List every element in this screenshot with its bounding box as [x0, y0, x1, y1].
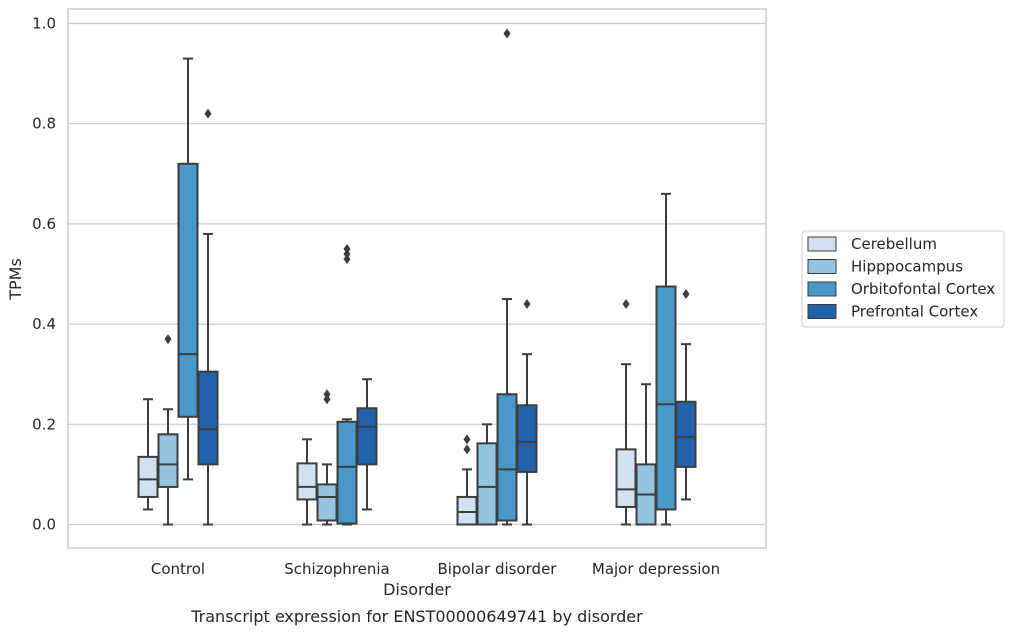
x-tick-label: Bipolar disorder — [438, 560, 558, 578]
box-orbitofontal-cortex-1 — [336, 243, 358, 526]
legend-swatch — [807, 236, 837, 252]
y-tick-label: 0.0 — [32, 516, 56, 534]
legend-label: Prefrontal Cortex — [851, 303, 978, 321]
box-body — [356, 407, 378, 466]
outlier-point — [463, 444, 471, 455]
box-prefrontal-cortex-3 — [675, 289, 697, 501]
box-body — [137, 455, 159, 498]
outlier-point — [503, 28, 511, 39]
x-tick-label: Major depression — [592, 560, 720, 578]
y-tick-label: 0.6 — [32, 215, 56, 233]
box-hipppocampus-3 — [635, 383, 657, 526]
legend-frame — [801, 230, 1005, 328]
box-prefrontal-cortex-2 — [516, 299, 538, 526]
box-body — [157, 433, 179, 488]
outlier-point — [323, 389, 331, 400]
box-body — [456, 495, 478, 526]
box-body — [675, 400, 697, 468]
plot-area-frame — [67, 8, 767, 549]
x-axis-label: Disorder — [383, 580, 451, 599]
box-body — [655, 285, 677, 511]
x-tick-label: Control — [151, 560, 205, 578]
box-prefrontal-cortex-1 — [356, 378, 378, 511]
outlier-point — [204, 108, 212, 119]
box-body — [336, 420, 358, 525]
box-body — [296, 462, 318, 501]
outlier-point — [622, 299, 630, 310]
box-hipppocampus-2 — [476, 423, 498, 526]
legend-swatch — [807, 304, 837, 319]
outlier-point — [343, 253, 351, 264]
boxes — [137, 28, 697, 526]
box-orbitofontal-cortex-3 — [655, 192, 677, 526]
box-prefrontal-cortex-0 — [197, 108, 219, 526]
outlier-point — [523, 299, 531, 310]
y-tick-label: 0.4 — [32, 315, 56, 333]
outlier-point — [323, 394, 331, 405]
legend-items: Cerebellum Hipppocampus Orbitofontal Corte… — [807, 235, 995, 321]
outlier-point — [682, 289, 690, 300]
box-body — [177, 162, 199, 418]
x-tick-label: Schizophrenia — [284, 560, 389, 578]
box-cerebellum-3 — [615, 299, 637, 526]
legend-label: Hipppocampus — [851, 258, 963, 276]
legend: Cerebellum Hipppocampus Orbitofontal Corte… — [801, 230, 1005, 328]
y-axis-ticks: 0.0 0.2 0.4 0.6 0.8 1.0 — [32, 15, 56, 534]
y-tick-label: 0.2 — [32, 415, 56, 433]
outlier-point — [164, 334, 172, 345]
box-hipppocampus-0 — [157, 334, 179, 526]
box-body — [316, 483, 338, 522]
box-cerebellum-2 — [456, 434, 478, 526]
legend-swatch — [807, 281, 837, 297]
figure-caption: Transcript expression for ENST0000064974… — [190, 607, 643, 626]
box-body — [476, 442, 498, 526]
box-hipppocampus-1 — [316, 389, 338, 526]
outlier-point — [343, 243, 351, 254]
box-cerebellum-0 — [137, 398, 159, 511]
outlier-point — [343, 248, 351, 259]
legend-label: Cerebellum — [851, 235, 937, 253]
box-cerebellum-1 — [296, 438, 318, 526]
x-axis-ticks: Control Schizophrenia Bipolar disorder Majo… — [151, 560, 720, 578]
box-orbitofontal-cortex-2 — [496, 28, 518, 526]
box-body — [516, 404, 538, 473]
box-body — [197, 370, 219, 466]
box-body — [615, 448, 637, 508]
y-tick-label: 0.8 — [32, 115, 56, 133]
box-orbitofontal-cortex-0 — [177, 57, 199, 481]
box-body — [496, 393, 518, 522]
legend-label: Orbitofontal Cortex — [851, 280, 995, 298]
y-tick-label: 1.0 — [32, 15, 56, 33]
legend-swatch — [807, 259, 837, 274]
y-axis-label: TPMs — [6, 258, 25, 301]
outlier-point — [463, 434, 471, 445]
